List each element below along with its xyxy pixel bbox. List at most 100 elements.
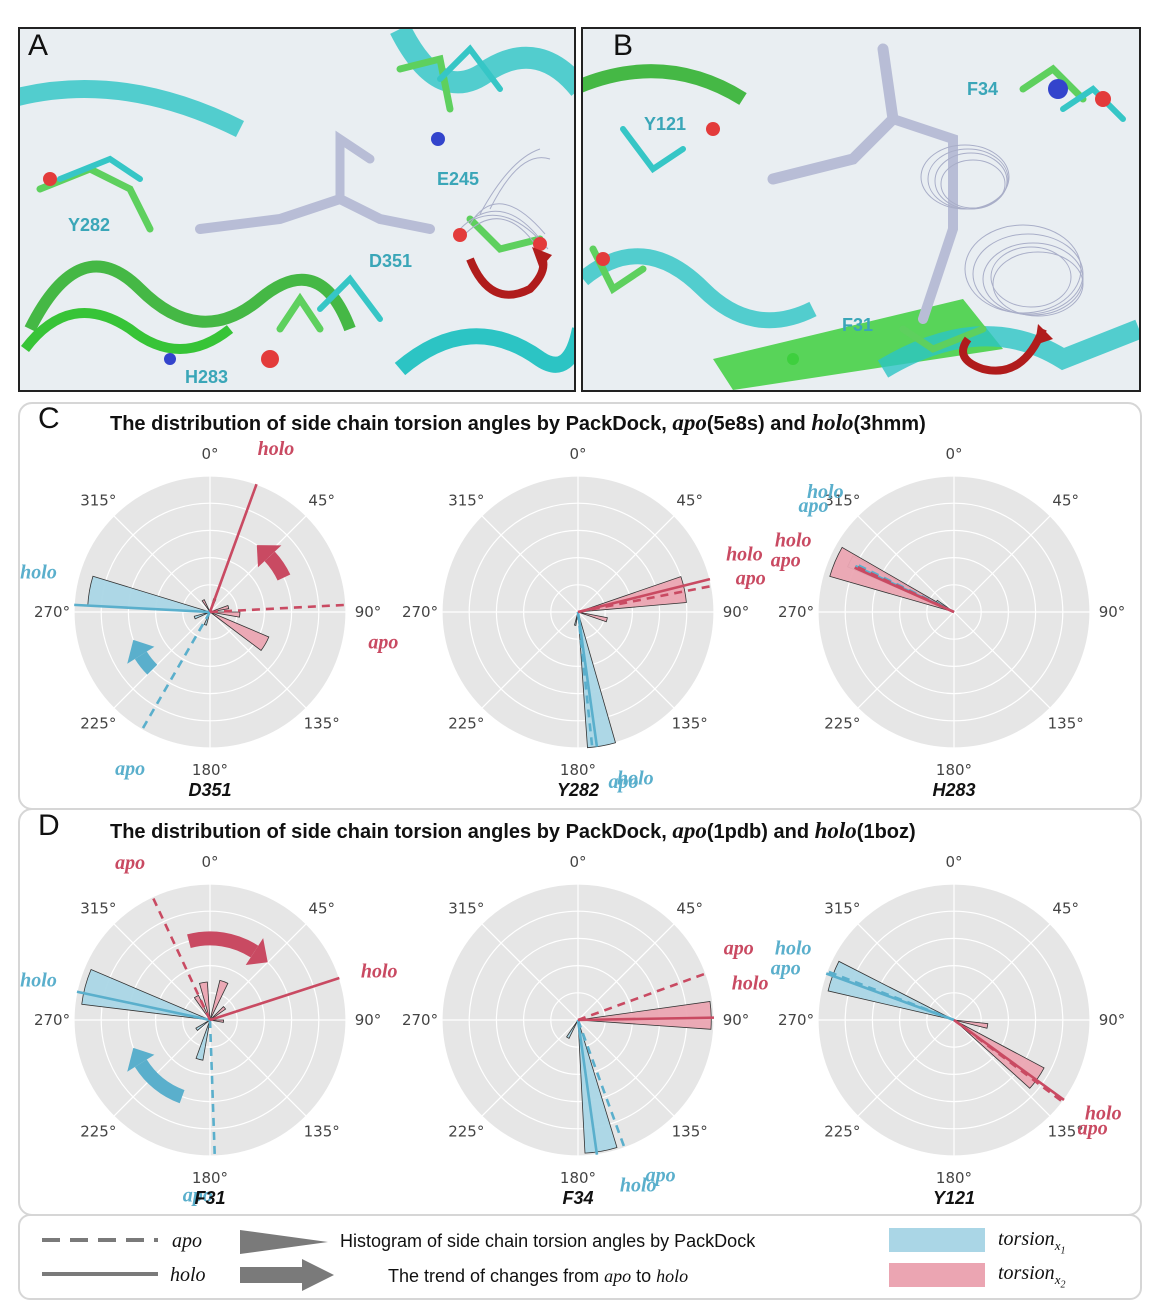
- state-label-holo-f31: holo: [361, 960, 398, 982]
- hist-bar-x2-d351: [209, 611, 270, 652]
- state-label-holo-f34: holo: [732, 972, 769, 994]
- tick-label-h283: 45°: [1052, 491, 1079, 509]
- polar-chart-f31: 0° 45° 90° 135° 180° 225° 270° 315° apo holo holo a…: [20, 852, 397, 1208]
- tick-label-f34: 0°: [569, 853, 586, 871]
- tick-label-d351: 135°: [304, 715, 340, 733]
- hist-bar-x2-y282: [577, 611, 608, 623]
- tick-label-y121: 90°: [1099, 1011, 1126, 1029]
- grid-spoke: [953, 515, 1051, 613]
- apo-line-x1-f31: [208, 1019, 217, 1156]
- state-label-holo-y121: holo: [775, 937, 812, 959]
- section-c-title-holo: holo: [811, 410, 854, 435]
- tick-label-f34: 225°: [448, 1123, 484, 1141]
- legend-apo-label: apo: [172, 1230, 202, 1252]
- grid-spoke: [953, 611, 1051, 709]
- hist-bar-x1-f31: [195, 1019, 211, 1061]
- hist-bar-x2-f31: [209, 1005, 227, 1021]
- holo-line-x1-y121: [825, 972, 955, 1022]
- tick-label-d351: 90°: [355, 603, 382, 621]
- state-label-holo-f31: holo: [20, 969, 57, 991]
- tick-label-y121: 0°: [945, 853, 962, 871]
- legend-x1-subsub: 1: [1060, 1245, 1066, 1257]
- tick-label-f34: 90°: [723, 1011, 750, 1029]
- polar-chart-y282: 0°45°90°135°180°225°270°315°holoapoholoa…: [402, 445, 766, 800]
- panel-a-molecule-view: A Y282 E245 D351 H283: [18, 27, 576, 392]
- tick-label-h283: 270°: [778, 603, 814, 621]
- polar-chart-y121: 0°45°90°135°180°225°270°315°holoapoholoa…: [771, 853, 1126, 1208]
- tick-label-f31: 270°: [34, 1011, 70, 1029]
- section-d-title-apo-pdb: (1pdb) and: [706, 821, 815, 843]
- hist-bar-x2-d351: [209, 604, 230, 613]
- trend-arrowhead-x2-f31: [245, 938, 268, 965]
- holo-line-x1-d351: [74, 603, 211, 614]
- section-c-title: The distribution of side chain torsion a…: [110, 410, 926, 436]
- tick-label-h283: 90°: [1099, 603, 1126, 621]
- section-d-title-holo-pdb: (1boz): [856, 821, 916, 843]
- apo-line-x2-y282: [577, 584, 712, 614]
- panel-b-label-y121: Y121: [644, 114, 687, 134]
- trend-arrowhead-x1-f31: [127, 1047, 155, 1072]
- panel-b-label-f31: F31: [842, 315, 874, 335]
- tick-label-f31: 0°: [201, 853, 218, 871]
- panel-b-label-f34: F34: [967, 79, 999, 99]
- holo-line-x2-f31: [209, 976, 340, 1022]
- trend-arrowhead-x2-d351: [256, 545, 282, 568]
- section-d-letter: D: [38, 809, 60, 842]
- state-label-apo-d351: apo: [368, 632, 398, 654]
- grid-spoke: [481, 1019, 579, 1117]
- state-label-holo-h283: holo: [807, 481, 844, 503]
- state-label-apo-d351: apo: [115, 758, 145, 780]
- state-label-apo-y282: apo: [609, 771, 639, 793]
- panel-b-letter: B: [613, 29, 634, 62]
- apo-line-x2-f34: [577, 972, 707, 1022]
- section-d-title-apo: apo: [672, 818, 707, 843]
- grid-spoke: [113, 1019, 211, 1117]
- legend-trend-to: to: [631, 1266, 657, 1286]
- hist-bar-x1-f34: [566, 1019, 579, 1039]
- hist-bar-x1-f31: [81, 968, 211, 1021]
- section-d-title-pre: The distribution of side chain torsion a…: [110, 821, 673, 843]
- grid-spoke: [481, 611, 579, 709]
- apo-line-x1-d351: [140, 611, 212, 731]
- panel-a-letter: A: [28, 29, 49, 62]
- tick-label-f31: 90°: [355, 1011, 382, 1029]
- tick-label-d351: 270°: [34, 603, 70, 621]
- panel-a-label-e245: E245: [437, 169, 480, 189]
- section-d-title: The distribution of side chain torsion a…: [110, 818, 916, 844]
- tick-label-y282: 315°: [448, 491, 484, 509]
- holo-line-x2-d351: [208, 483, 258, 613]
- legend-histogram-label: Histogram of side chain torsion angles b…: [340, 1231, 756, 1251]
- hist-bar-x2-f31: [199, 981, 211, 1021]
- state-label-apo-h283: apo: [771, 550, 801, 572]
- tick-label-f34: 315°: [448, 899, 484, 917]
- panel-b-molecule-view: B Y121 F34 F31: [581, 27, 1141, 392]
- tick-label-d351: 180°: [192, 761, 228, 779]
- grid-spoke: [857, 515, 955, 613]
- holo-line-x1-f34: [576, 1019, 599, 1155]
- residue-caption-f31: F31: [194, 1188, 225, 1208]
- grid-spoke: [577, 611, 675, 709]
- state-label-holo-h283: holo: [775, 529, 812, 551]
- tick-label-y282: 270°: [402, 603, 438, 621]
- holo-line-x1-f31: [76, 990, 211, 1022]
- grid-spoke: [577, 515, 675, 613]
- holo-line-x2-f34: [577, 1016, 715, 1022]
- trend-arrow-x2-f31: [187, 931, 259, 958]
- tick-label-y121: 270°: [778, 1011, 814, 1029]
- grid-spoke: [481, 923, 579, 1021]
- tick-label-y282: 225°: [448, 715, 484, 733]
- apo-line-x2-d351: [209, 603, 346, 614]
- holo-line-x2-y121: [953, 1018, 1065, 1101]
- hist-bar-x2-y282: [577, 576, 687, 613]
- grid-spoke: [953, 923, 1051, 1021]
- holo-line-x2-y282: [577, 577, 711, 614]
- tick-label-h283: 315°: [824, 491, 860, 509]
- section-c-title-holo-pdb: (3hmm): [853, 413, 926, 435]
- tick-label-y121: 225°: [824, 1123, 860, 1141]
- legend-apo-dashed-swatch: [42, 1238, 158, 1242]
- apo-line-x1-y121: [826, 970, 955, 1022]
- apo-line-x2-h283: [854, 564, 955, 614]
- legend-x2-torsion: torsion: [998, 1262, 1055, 1284]
- tick-label-f31: 225°: [80, 1123, 116, 1141]
- legend-trend-arrow-icon: [240, 1259, 334, 1291]
